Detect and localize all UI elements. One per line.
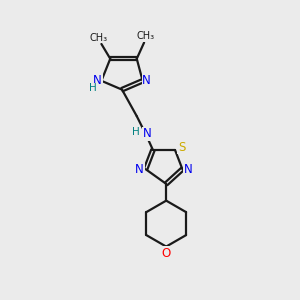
Text: S: S (178, 141, 185, 154)
Text: CH₃: CH₃ (89, 32, 107, 43)
Text: N: N (143, 127, 152, 140)
Text: N: N (93, 74, 102, 87)
Text: N: N (142, 74, 151, 87)
Text: H: H (132, 127, 140, 137)
Text: CH₃: CH₃ (136, 31, 154, 41)
Text: O: O (162, 247, 171, 260)
Text: H: H (89, 83, 97, 93)
Text: N: N (135, 163, 144, 176)
Text: N: N (184, 163, 193, 176)
